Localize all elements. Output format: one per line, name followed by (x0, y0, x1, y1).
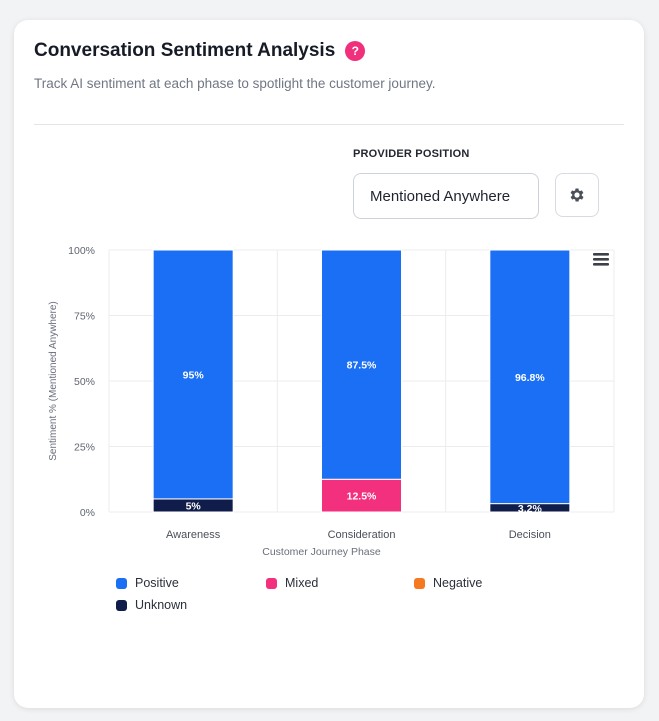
x-axis-title: Customer Journey Phase (262, 546, 381, 558)
question-icon[interactable]: ? (345, 41, 366, 61)
data-label: 95% (183, 369, 205, 381)
legend-swatch (116, 577, 127, 589)
y-tick-label: 25% (74, 442, 95, 454)
card-title: Conversation Sentiment Analysis (34, 40, 336, 61)
x-tick-label: Awareness (166, 529, 221, 541)
legend-swatch (266, 577, 277, 589)
data-label: 3.2% (518, 503, 543, 515)
provider-position-select[interactable]: Mentioned Anywhere (353, 173, 539, 219)
bar-positive (152, 249, 234, 500)
legend-item-negative[interactable]: Negative (414, 576, 482, 590)
y-tick-label: 0% (80, 507, 95, 519)
bar-positive (321, 249, 402, 480)
hamburger-menu-icon[interactable] (593, 253, 609, 266)
sentiment-card: Conversation Sentiment Analysis ? Track … (14, 20, 644, 708)
data-label: 12.5% (347, 491, 377, 503)
legend-item-positive[interactable]: Positive (116, 576, 179, 590)
title-row: Conversation Sentiment Analysis ? (34, 40, 366, 62)
divider (34, 124, 624, 125)
data-label: 96.8% (515, 372, 545, 384)
sentiment-chart: 0% 25% 50% 75% 100% 5% 95% Awareness 12.5% 87.5% C… (48, 245, 615, 558)
x-tick-label: Consideration (328, 529, 396, 541)
legend-label: Unknown (135, 598, 188, 612)
bar-positive (489, 249, 571, 505)
settings-button[interactable] (555, 173, 599, 217)
legend-label: Negative (433, 576, 483, 590)
card-subtitle: Track AI sentiment at each phase to spot… (34, 76, 436, 91)
y-axis-title: Sentiment % (Mentioned Anywhere) (48, 301, 59, 461)
x-tick-label: Decision (509, 529, 551, 541)
provider-position-label: PROVIDER POSITION (353, 148, 470, 160)
legend-item-unknown[interactable]: Unknown (116, 598, 187, 612)
data-label: 5% (186, 500, 202, 512)
y-tick-label: 75% (74, 311, 95, 323)
y-tick-label: 50% (74, 376, 95, 388)
legend-swatch (414, 577, 425, 589)
bar-mixed (321, 478, 402, 513)
legend-label: Positive (135, 576, 179, 590)
data-label: 87.5% (347, 360, 377, 372)
provider-position-value: Mentioned Anywhere (370, 187, 511, 205)
legend-item-mixed[interactable]: Mixed (266, 576, 318, 590)
gear-icon (570, 188, 584, 202)
legend-label: Mixed (285, 576, 319, 590)
legend-swatch (116, 599, 127, 611)
y-tick-label: 100% (68, 245, 95, 257)
